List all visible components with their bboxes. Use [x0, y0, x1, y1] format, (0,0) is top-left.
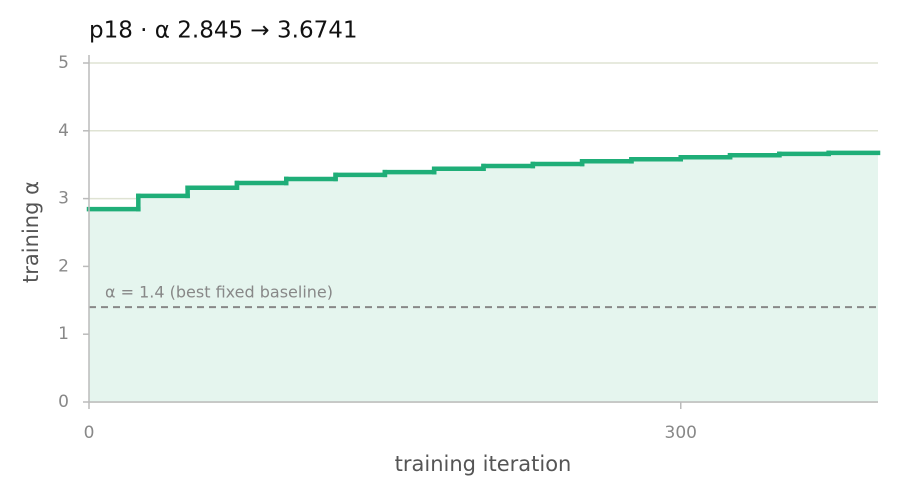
y-axis-label: training α [19, 181, 43, 283]
x-axis-label: training iteration [395, 452, 572, 476]
chart-title: p18 · α 2.845 → 3.6741 [89, 18, 358, 44]
x-tick-label: 300 [665, 423, 697, 443]
baseline-label: α = 1.4 (best fixed baseline) [105, 283, 333, 302]
y-tick-label: 2 [58, 256, 69, 276]
area-fill [89, 152, 878, 402]
y-tick-label: 4 [58, 121, 69, 141]
y-tick-label: 1 [58, 324, 69, 344]
y-tick-label: 0 [58, 392, 69, 412]
y-tick-label: 5 [58, 53, 69, 73]
x-tick-label: 0 [84, 423, 95, 443]
y-tick-label: 3 [58, 189, 69, 209]
